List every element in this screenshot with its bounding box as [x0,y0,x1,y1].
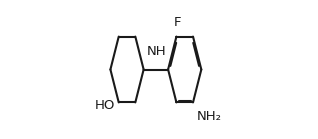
Text: NH: NH [147,45,166,58]
Text: HO: HO [95,99,115,112]
Text: NH₂: NH₂ [197,110,222,123]
Text: F: F [174,16,182,29]
